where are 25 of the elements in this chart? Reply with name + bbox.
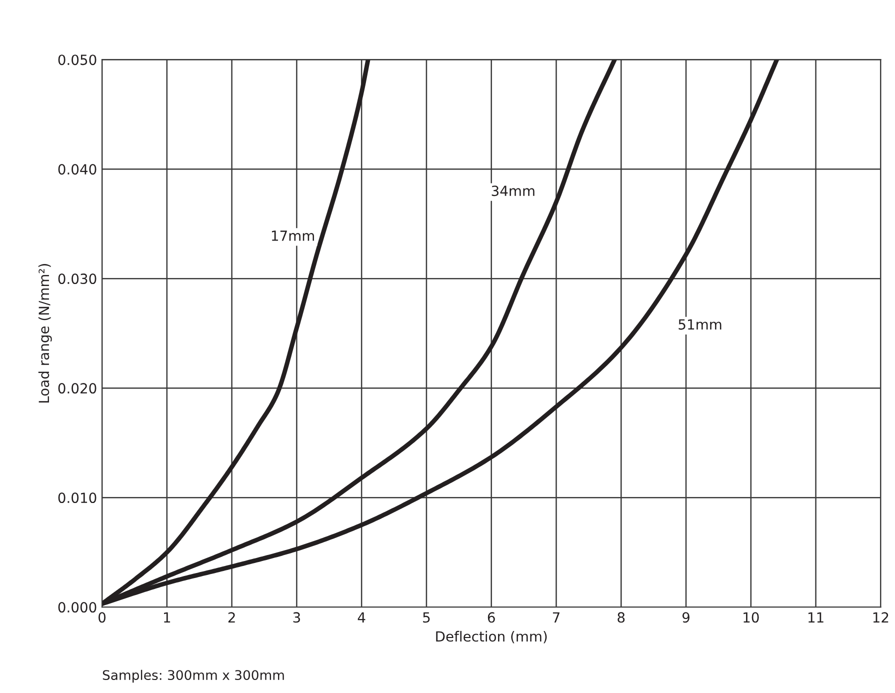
y-tick-label: 0.030 (58, 274, 96, 284)
series-label: 17mm (272, 230, 314, 241)
x-tick-label: 11 (808, 612, 824, 622)
y-tick-label: 0.010 (58, 492, 96, 504)
y-axis-title: Load range (N/mm²) (38, 264, 52, 403)
x-tick-label: 6 (488, 612, 495, 623)
x-axis-title: Deflection (mm) (436, 630, 547, 644)
x-tick-label: 4 (358, 612, 366, 622)
y-tick-label: 0.040 (58, 164, 96, 175)
x-tick-label: 8 (618, 612, 625, 623)
x-tick-label: 1 (164, 612, 170, 622)
x-tick-label: 0 (98, 612, 106, 623)
series-label: 34mm (492, 186, 534, 196)
y-tick-label: 0.050 (58, 54, 96, 66)
y-tick-label: 0.020 (58, 383, 96, 394)
x-tick-label: 7 (552, 612, 560, 622)
x-tick-label: 2 (228, 612, 235, 622)
x-tick-label: 9 (682, 612, 690, 623)
text: Samples: 300mm x 300mm (102, 670, 284, 683)
y-tick-label: 0.000 (58, 602, 96, 613)
x-tick-label: 10 (744, 612, 759, 623)
x-tick-label: 5 (423, 612, 430, 623)
x-tick-label: 12 (873, 612, 888, 622)
x-tick-label: 3 (293, 612, 300, 623)
text: 51mm (678, 319, 722, 330)
